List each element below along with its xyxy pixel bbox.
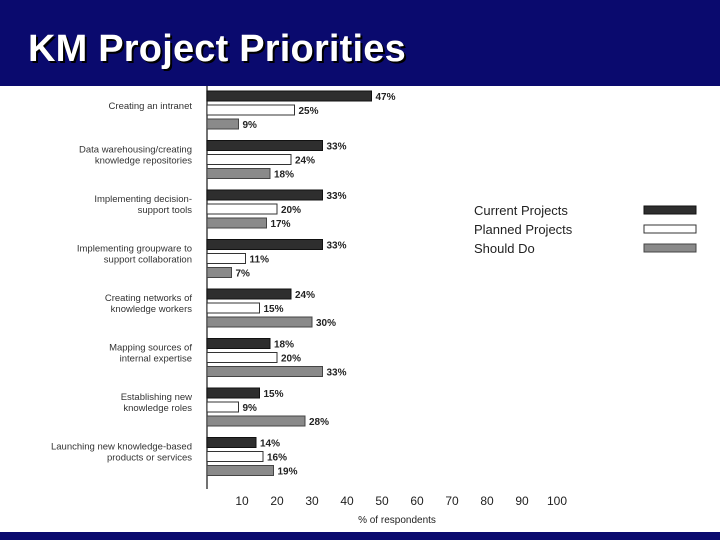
- bar-value-label: 15%: [264, 389, 284, 400]
- bar-planned-projects: [206, 253, 246, 264]
- bar-current-projects: [206, 189, 323, 201]
- category-label: Creating networks of: [105, 293, 192, 304]
- legend-swatch: [643, 243, 697, 253]
- bar-should-do: [206, 118, 239, 130]
- bar-current-projects: [206, 288, 292, 300]
- bar-should-do: [206, 366, 323, 377]
- bar-planned-projects: [206, 154, 292, 165]
- x-tick-label: 60: [410, 494, 424, 508]
- bar-planned-projects: [206, 302, 260, 314]
- bar-planned-projects: [206, 401, 239, 413]
- chart-axes: 10 20 30 40 50 60 70 80 90 100 % of respondents: [206, 86, 567, 526]
- category-label: knowledge roles: [123, 403, 192, 414]
- legend-label: Should Do: [474, 241, 535, 256]
- bar-should-do: [206, 267, 232, 278]
- bar-value-label: 25%: [299, 106, 319, 117]
- chart-legend: Current Projects Planned Projects Should D…: [474, 203, 697, 256]
- category-label: support collaboration: [104, 255, 192, 266]
- legend-label: Current Projects: [474, 203, 568, 218]
- bar-value-label: 19%: [278, 467, 298, 478]
- bar-planned-projects: [206, 352, 278, 363]
- bar-value-label: 17%: [271, 219, 291, 230]
- bar-should-do: [206, 316, 313, 328]
- x-tick-label: 20: [270, 494, 284, 508]
- bar-value-label: 30%: [316, 318, 336, 329]
- category-label: support tools: [138, 205, 193, 216]
- x-tick-label: 30: [305, 494, 319, 508]
- category-label: knowledge workers: [111, 304, 193, 315]
- bar-value-label: 18%: [274, 340, 294, 351]
- category-label: products or services: [107, 453, 192, 464]
- bar-value-label: 33%: [327, 241, 347, 252]
- bar-planned-projects: [206, 451, 264, 462]
- category-label: Mapping sources of: [109, 343, 192, 354]
- category-label: internal expertise: [120, 354, 192, 365]
- legend-swatch: [643, 205, 697, 215]
- bar-value-label: 20%: [281, 354, 301, 365]
- chart-labels: Creating an intranet 47% 25% 9% Data warehou…: [51, 92, 396, 478]
- bar-value-label: 11%: [250, 255, 270, 266]
- bar-should-do: [206, 465, 274, 476]
- bar-value-label: 33%: [327, 368, 347, 379]
- x-tick-label: 70: [445, 494, 459, 508]
- bottom-bar: [0, 532, 720, 540]
- slide-title: KM Project Priorities: [28, 28, 406, 70]
- bar-value-label: 47%: [376, 92, 396, 103]
- legend-label: Planned Projects: [474, 222, 573, 237]
- bar-value-label: 33%: [327, 191, 347, 202]
- bar-should-do: [206, 168, 271, 179]
- category-label: Launching new knowledge-based: [51, 442, 192, 453]
- x-tick-label: 100: [547, 494, 567, 508]
- bar-value-label: 15%: [264, 304, 284, 315]
- bar-current-projects: [206, 387, 260, 399]
- chart-bars: [206, 90, 372, 476]
- bar-chart: 10 20 30 40 50 60 70 80 90 100 % of respondents Cr…: [51, 86, 697, 526]
- bar-value-label: 28%: [309, 417, 329, 428]
- category-label: Data warehousing/creating: [79, 145, 192, 156]
- bar-planned-projects: [206, 203, 278, 215]
- bar-current-projects: [206, 140, 323, 151]
- bar-value-label: 7%: [236, 269, 251, 280]
- bar-value-label: 24%: [295, 156, 315, 167]
- x-tick-label: 50: [375, 494, 389, 508]
- title-bar: KM Project Priorities: [0, 0, 720, 86]
- category-label: Creating an intranet: [109, 101, 193, 112]
- category-label: knowledge repositories: [95, 156, 192, 167]
- bar-value-label: 20%: [281, 205, 301, 216]
- x-tick-label: 90: [515, 494, 529, 508]
- bar-current-projects: [206, 437, 257, 448]
- bar-value-label: 18%: [274, 170, 294, 181]
- category-label: Establishing new: [121, 392, 192, 403]
- bar-value-label: 16%: [267, 453, 287, 464]
- x-tick-label: 10: [235, 494, 249, 508]
- bar-value-label: 24%: [295, 290, 315, 301]
- bar-should-do: [206, 217, 267, 229]
- category-label: Implementing groupware to: [77, 244, 192, 255]
- legend-swatch: [643, 224, 697, 234]
- x-tick-label: 40: [340, 494, 354, 508]
- category-label: Implementing decision-: [94, 194, 192, 205]
- bar-value-label: 14%: [260, 439, 280, 450]
- x-axis-title: % of respondents: [358, 515, 436, 526]
- bar-current-projects: [206, 90, 372, 102]
- x-tick-label: 80: [480, 494, 494, 508]
- bar-value-label: 9%: [243, 120, 258, 131]
- bar-should-do: [206, 415, 306, 427]
- bar-value-label: 9%: [243, 403, 258, 414]
- bar-planned-projects: [206, 104, 295, 116]
- bar-current-projects: [206, 338, 271, 349]
- bar-value-label: 33%: [327, 142, 347, 153]
- bar-current-projects: [206, 239, 323, 250]
